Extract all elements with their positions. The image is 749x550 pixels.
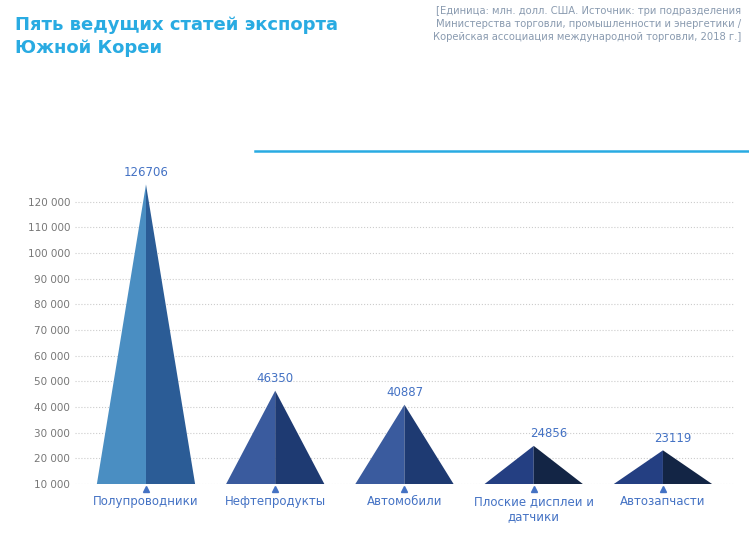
Polygon shape — [485, 446, 534, 484]
Text: 40887: 40887 — [386, 386, 423, 399]
Polygon shape — [97, 184, 146, 484]
Text: [Единица: млн. долл. США. Источник: три подразделения
Министерства торговли, про: [Единица: млн. долл. США. Источник: три … — [433, 6, 742, 42]
Polygon shape — [614, 450, 663, 484]
Text: 24856: 24856 — [530, 427, 568, 440]
Polygon shape — [355, 405, 404, 484]
Text: Пять ведущих статей экспорта
Южной Кореи: Пять ведущих статей экспорта Южной Кореи — [15, 16, 338, 57]
Polygon shape — [226, 390, 275, 484]
Text: 126706: 126706 — [124, 166, 169, 179]
Polygon shape — [663, 450, 712, 484]
Polygon shape — [146, 184, 195, 484]
Polygon shape — [534, 446, 583, 484]
Text: 46350: 46350 — [257, 372, 294, 385]
Polygon shape — [275, 390, 324, 484]
Text: 23119: 23119 — [655, 432, 692, 445]
Polygon shape — [404, 405, 454, 484]
